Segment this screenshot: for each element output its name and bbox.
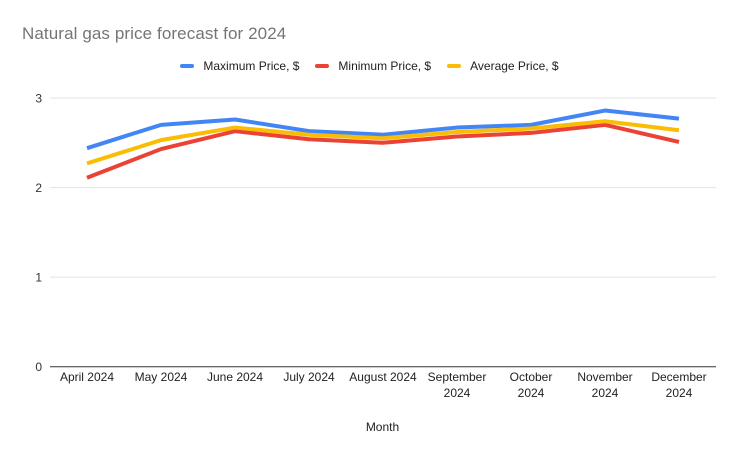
y-tick-label: 0	[35, 360, 42, 374]
legend-item-minimum-price: Minimum Price, $	[315, 59, 431, 73]
legend-item-average-price: Average Price, $	[447, 59, 559, 73]
x-tick-label: 2024	[444, 386, 471, 400]
x-tick-label: August 2024	[349, 370, 417, 384]
legend-label: Average Price, $	[470, 59, 559, 73]
legend-item-maximum-price: Maximum Price, $	[180, 59, 299, 73]
series-line-average-price	[86, 119, 680, 166]
y-tick-label: 3	[35, 92, 42, 106]
x-tick-label: 2024	[592, 386, 619, 400]
series-line-maximum-price	[86, 108, 680, 151]
x-tick-label: 2024	[666, 386, 693, 400]
legend-swatch-maximum-price-icon	[180, 64, 195, 68]
legend-label: Minimum Price, $	[338, 59, 432, 73]
x-tick-label: November	[577, 370, 632, 384]
series-line-minimum-price	[86, 122, 680, 180]
x-tick-label: September	[428, 370, 487, 384]
x-tick-label: June 2024	[207, 370, 263, 384]
chart-title: Natural gas price forecast for 2024	[22, 24, 287, 43]
x-axis-title: Month	[365, 420, 400, 434]
legend-swatch-minimum-price-icon	[315, 64, 330, 68]
y-tick-label: 2	[35, 181, 42, 195]
x-tick-label: December	[651, 370, 706, 384]
x-tick-label: 2024	[518, 386, 545, 400]
y-tick-label: 1	[35, 271, 42, 285]
x-tick-label: July 2024	[283, 370, 335, 384]
legend: Maximum Price, $ Minimum Price, $ Averag…	[0, 59, 739, 73]
x-tick-label: April 2024	[60, 370, 114, 384]
x-tick-label: October	[510, 370, 553, 384]
legend-swatch-average-price-icon	[447, 64, 462, 68]
legend-label: Maximum Price, $	[203, 59, 300, 73]
x-tick-label: May 2024	[135, 370, 188, 384]
